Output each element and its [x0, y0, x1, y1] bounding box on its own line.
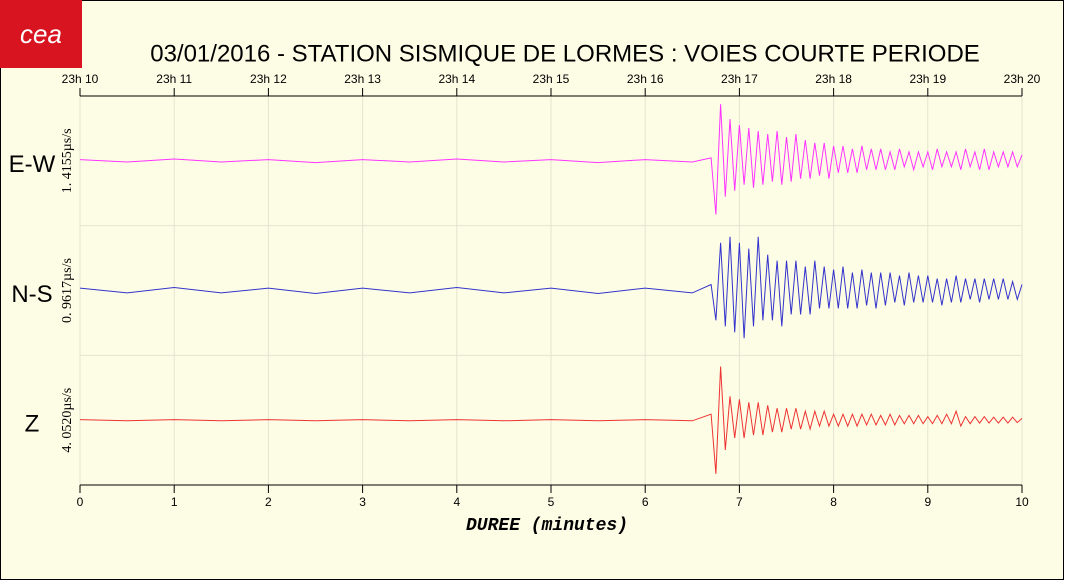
x-tick-label: 10 [1015, 495, 1029, 509]
trace [79, 366, 1023, 474]
chart-title: 03/01/2016 - STATION SISMIQUE DE LORMES … [150, 40, 980, 67]
top-tick-label: 23h 10 [62, 72, 99, 86]
x-tick-label: 2 [265, 495, 272, 509]
channel-label: N-S [11, 281, 52, 308]
trace [79, 236, 1023, 339]
scale-label: 1. 4155µs/s [60, 128, 75, 193]
logo-box [0, 0, 82, 68]
x-tick-label: 5 [548, 495, 555, 509]
x-tick-label: 6 [642, 495, 649, 509]
x-tick-label: 1 [171, 495, 178, 509]
x-axis-label: DUREE (minutes) [466, 516, 628, 536]
x-tick-label: 3 [359, 495, 366, 509]
logo: cea [20, 19, 62, 49]
top-tick-label: 23h 18 [815, 72, 852, 86]
trace [79, 104, 1023, 215]
top-tick-label: 23h 16 [627, 72, 664, 86]
top-tick-label: 23h 20 [1004, 72, 1041, 86]
x-tick-label: 8 [830, 495, 837, 509]
top-tick-label: 23h 13 [344, 72, 381, 86]
top-tick-label: 23h 14 [438, 72, 475, 86]
channel-label: Z [25, 411, 40, 438]
x-tick-label: 0 [77, 495, 84, 509]
x-tick-label: 9 [924, 495, 931, 509]
top-tick-label: 23h 11 [156, 72, 192, 86]
scale-label: 4. 0520µs/s [60, 388, 75, 453]
x-tick-label: 7 [736, 495, 743, 509]
channel-label: E-W [9, 151, 56, 178]
x-tick-label: 4 [453, 495, 460, 509]
scale-label: 0. 9617µs/s [60, 258, 75, 323]
top-tick-label: 23h 19 [909, 72, 946, 86]
top-tick-label: 23h 17 [721, 72, 758, 86]
top-tick-label: 23h 12 [250, 72, 287, 86]
top-tick-label: 23h 15 [533, 72, 570, 86]
